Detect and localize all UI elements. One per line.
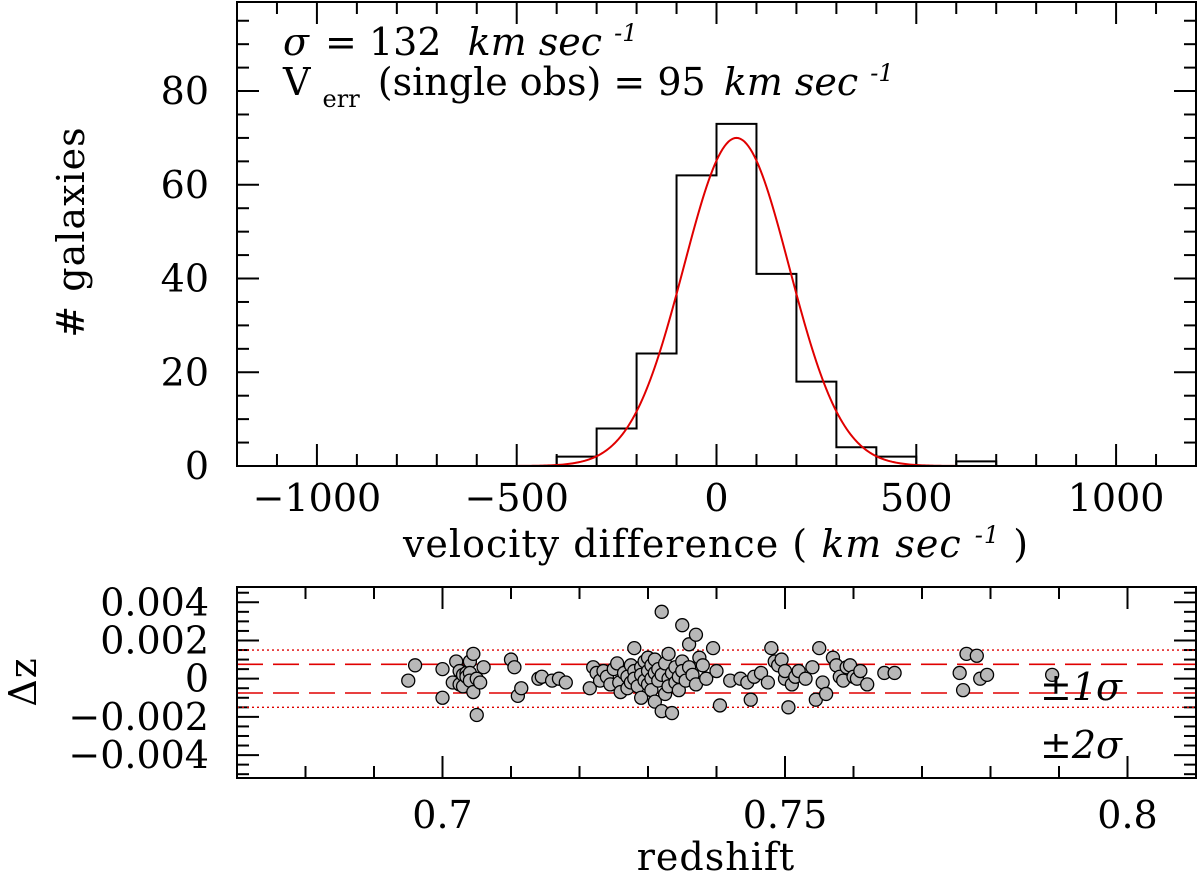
histogram-outline xyxy=(555,122,998,466)
scatter-point xyxy=(753,665,769,681)
scatter-point xyxy=(469,707,484,723)
scatter-point xyxy=(812,640,827,656)
scatter-point xyxy=(675,618,690,633)
histogram-x-axis-title: velocity difference ( km sec -1 ) xyxy=(402,508,1029,566)
scatter-point xyxy=(818,686,834,702)
scatter-point xyxy=(860,677,875,692)
scatter-point xyxy=(661,646,676,661)
scatter-y-tick-label: −0.004 xyxy=(68,733,209,777)
scatter-point xyxy=(688,627,704,642)
verr-unit: km sec xyxy=(724,60,858,104)
x-title-exponent: -1 xyxy=(975,521,1000,549)
scatter-x-tick-label: 0.75 xyxy=(743,793,828,837)
scatter-point xyxy=(760,675,776,690)
scatter-point xyxy=(634,690,649,705)
x-title-suffix: ) xyxy=(1013,522,1029,566)
sigma-unit: km sec xyxy=(468,20,602,64)
scatter-y-tick-label: 0 xyxy=(185,657,209,701)
scatter-y-tick-label: 0.004 xyxy=(100,580,209,624)
hist-x-tick-label: 1000 xyxy=(1068,476,1165,520)
scatter-x-axis-title: redshift xyxy=(637,835,795,878)
verr-symbol: V xyxy=(282,60,311,104)
scatter-point xyxy=(435,690,450,705)
sigma-unit-exponent: -1 xyxy=(614,19,637,47)
scatter-point xyxy=(473,675,488,690)
scatter-point xyxy=(699,671,714,686)
scatter-x-tick-label: 0.8 xyxy=(1097,793,1157,837)
scatter-point xyxy=(466,684,481,700)
hist-y-tick-label: 80 xyxy=(161,69,209,113)
hist-x-tick-label: −1000 xyxy=(253,476,382,520)
sigma-annotation: σ = 132 km sec -1 xyxy=(283,19,638,64)
scatter-point xyxy=(647,694,662,709)
sigma-symbol: σ xyxy=(283,20,310,64)
verr-subscript: err xyxy=(323,85,361,113)
hist-x-tick-label: 0 xyxy=(704,476,728,520)
scatter-y-axis-title: Δz xyxy=(1,657,45,706)
scatter-point xyxy=(435,661,450,677)
verr-text: (single obs) = 95 xyxy=(378,60,706,104)
scatter-point xyxy=(466,646,481,661)
scatter-point xyxy=(695,658,710,673)
scatter-point xyxy=(610,656,625,671)
scatter-point xyxy=(798,671,813,686)
hist-x-tick-label: −500 xyxy=(465,476,569,520)
scatter-point xyxy=(764,640,779,656)
histogram-y-axis-title: # galaxies xyxy=(49,126,93,337)
hist-y-tick-label: 60 xyxy=(161,163,209,207)
histogram-panel: −1000 −500 0 500 1000 0 20 40 60 80 σ = 132 km s… xyxy=(49,1,1197,566)
scatter-point xyxy=(853,663,868,679)
scatter-point xyxy=(781,700,796,715)
scatter-x-tick-label: 0.7 xyxy=(412,793,472,837)
scatter-point xyxy=(664,705,680,721)
verr-unit-exponent: -1 xyxy=(870,59,893,87)
scatter-frame xyxy=(236,586,1197,779)
x-title-unit: km sec xyxy=(821,522,961,566)
scatter-x-tick-labels: 0.7 0.75 0.8 xyxy=(412,793,1157,837)
verr-annotation: V err (single obs) = 95 km sec -1 xyxy=(282,59,894,116)
two-sigma-label: ±2σ xyxy=(1040,723,1123,767)
scatter-point xyxy=(558,675,573,690)
histogram-frame xyxy=(236,1,1197,467)
scatter-point xyxy=(805,660,820,675)
scatter-points xyxy=(401,604,1060,723)
scatter-y-tick-label: 0.002 xyxy=(100,618,209,662)
scatter-point xyxy=(507,660,522,675)
hist-y-tick-label: 20 xyxy=(161,350,209,394)
sigma-value: = 132 xyxy=(325,20,441,64)
scatter-point xyxy=(969,648,984,663)
x-title-prefix: velocity difference ( xyxy=(402,522,808,566)
scatter-point xyxy=(681,637,697,652)
one-sigma-label: ±1σ xyxy=(1040,665,1123,709)
scatter-point xyxy=(952,665,967,681)
scatter-point xyxy=(627,640,642,656)
scatter-point xyxy=(743,692,758,707)
scatter-point xyxy=(1045,667,1060,683)
scatter-point xyxy=(582,681,597,696)
hist-y-tick-label: 40 xyxy=(161,257,209,301)
gaussian-fit-curve xyxy=(237,136,1196,467)
scatter-point xyxy=(654,604,669,619)
histogram-x-tick-labels: −1000 −500 0 500 1000 xyxy=(253,476,1165,520)
scatter-point xyxy=(671,682,686,698)
scatter-point xyxy=(476,660,491,675)
scatter-point xyxy=(979,667,995,683)
scatter-point xyxy=(407,658,423,673)
histogram-y-tick-labels: 0 20 40 60 80 xyxy=(161,69,209,488)
scatter-point xyxy=(709,663,724,679)
scatter-point xyxy=(712,698,728,713)
scatter-point xyxy=(887,665,902,681)
scatter-y-tick-label: −0.002 xyxy=(68,695,209,739)
hist-y-tick-label: 0 xyxy=(185,444,209,488)
scatter-point xyxy=(401,673,416,688)
histogram-ticks xyxy=(236,2,1197,467)
scatter-point xyxy=(955,682,971,698)
scatter-point xyxy=(705,640,721,656)
hist-x-tick-label: 500 xyxy=(880,476,953,520)
scatter-point xyxy=(514,681,529,696)
